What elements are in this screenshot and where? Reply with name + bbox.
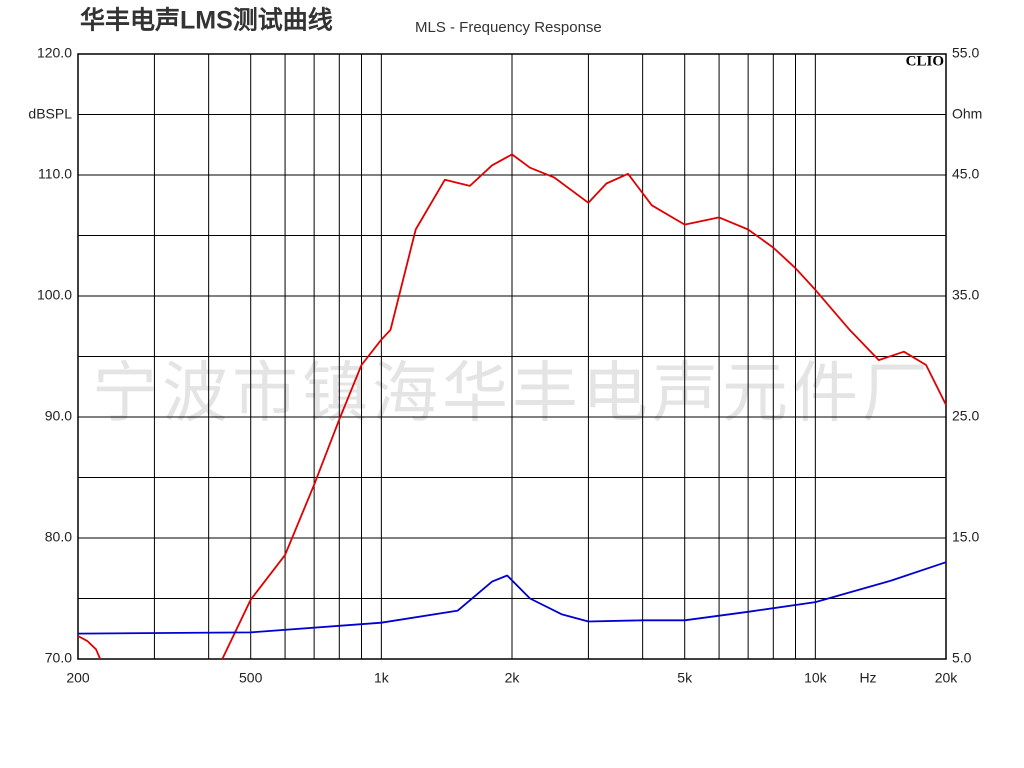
y2-tick-label: 5.0 xyxy=(952,650,972,666)
y2-tick-label: 45.0 xyxy=(952,166,979,182)
series-line xyxy=(77,153,947,660)
y-tick-label: 120.0 xyxy=(37,45,72,61)
x-tick-label: 20k xyxy=(935,670,959,686)
x-axis-label: Hz xyxy=(859,670,876,686)
annotation: CLIO xyxy=(906,53,944,69)
y2-axis-label: Ohm xyxy=(952,106,982,122)
x-tick-label: 5k xyxy=(677,670,693,686)
chart-title: 华丰电声LMS测试曲线 xyxy=(80,6,333,35)
y-tick-label: 80.0 xyxy=(45,529,72,545)
y-axis-label: dBSPL xyxy=(28,106,72,122)
chart-subtitle: MLS - Frequency Response xyxy=(415,19,602,36)
y2-tick-label: 15.0 xyxy=(952,529,979,545)
y2-tick-label: 25.0 xyxy=(952,408,979,424)
x-tick-label: 500 xyxy=(239,670,263,686)
x-tick-label: 1k xyxy=(374,670,390,686)
y2-tick-label: 55.0 xyxy=(952,45,979,61)
x-tick-label: 200 xyxy=(66,670,90,686)
y-tick-label: 110.0 xyxy=(38,166,72,182)
y-tick-label: 100.0 xyxy=(37,287,72,303)
series-line xyxy=(77,561,947,635)
y2-tick-label: 35.0 xyxy=(952,287,979,303)
plot-frame xyxy=(77,53,947,660)
x-tick-label: 2k xyxy=(505,670,521,686)
y-tick-label: 70.0 xyxy=(45,650,72,666)
x-tick-label: 10k xyxy=(804,670,828,686)
y-tick-label: 90.0 xyxy=(45,408,72,424)
